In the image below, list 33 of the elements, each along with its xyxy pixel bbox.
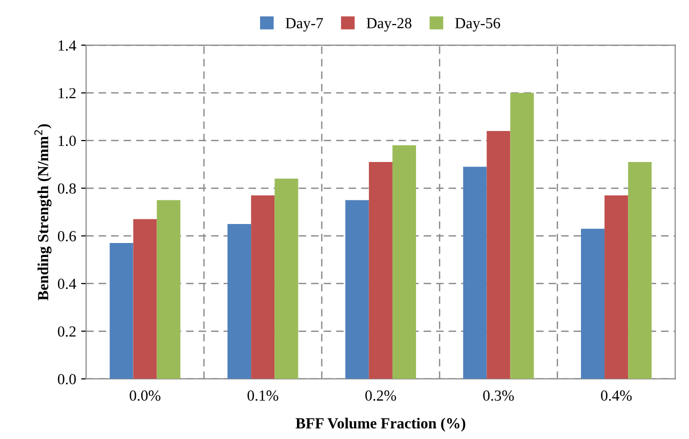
bar [510, 92, 534, 379]
y-tick-label: 0.6 [58, 231, 76, 242]
y-tick-label: 1.2 [58, 88, 76, 98]
bar [133, 219, 157, 379]
x-tick-label: 0.4% [600, 390, 632, 401]
bar [345, 200, 369, 379]
bar [628, 162, 652, 379]
y-axis-title: Bending Strength (N/mm$^{2}$) [34, 124, 52, 300]
y-tick-label: 0.8 [58, 183, 76, 194]
bar [368, 162, 392, 379]
y-tick-label: 1.0 [58, 136, 76, 146]
bar [604, 195, 628, 379]
y-tick-label: 0.2 [58, 326, 76, 337]
x-tick-label: 0.2% [365, 390, 396, 401]
legend-label: Day-28 [366, 18, 412, 32]
y-tick-label: 0.4 [58, 278, 76, 290]
bar [274, 178, 298, 379]
y-tick-label: 0.0 [58, 374, 76, 384]
x-tick-label: 0.1% [248, 390, 278, 401]
bar [251, 195, 275, 379]
y-tick-label: 1.4 [58, 40, 76, 51]
bar [486, 131, 510, 379]
bar [392, 145, 416, 379]
bar [580, 228, 605, 379]
legend-label: Day-56 [455, 18, 500, 32]
bar [156, 200, 180, 379]
x-tick-label: 0.0% [130, 390, 160, 401]
x-axis-title: BFF Volume Fraction (%) [296, 418, 466, 432]
bar [463, 166, 487, 379]
x-tick-label: 0.3% [483, 390, 514, 401]
bar [228, 224, 252, 379]
bar [110, 243, 134, 379]
legend-label: Day-7 [286, 18, 323, 32]
